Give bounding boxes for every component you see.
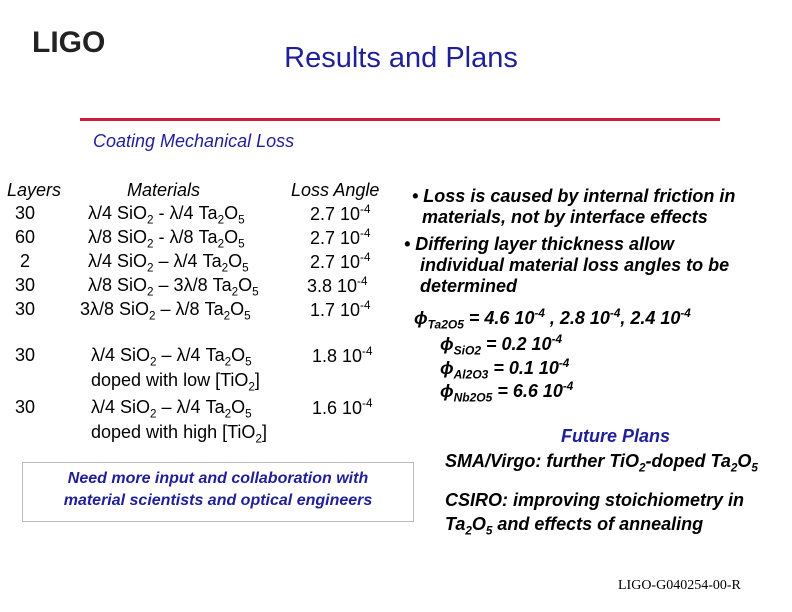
row-materials: λ/4 SiO2 – λ/4 Ta2O5 xyxy=(88,251,249,275)
phi-symbol: ϕ xyxy=(414,308,428,328)
doped-row-materials: λ/4 SiO2 – λ/4 Ta2O5 xyxy=(91,345,252,369)
doped-row-note: doped with low [TiO2] xyxy=(91,370,260,394)
future-sma-virgo: SMA/Virgo: further TiO2-doped Ta2O5 xyxy=(445,451,758,475)
row-layers: 30 xyxy=(14,203,36,223)
row-loss-angle: 2.7 10-4 xyxy=(310,227,371,248)
row-materials: λ/8 SiO2 - λ/8 Ta2O5 xyxy=(88,227,245,251)
bullet-thickness-line3: determined xyxy=(420,276,518,296)
doped-row-loss-angle: 1.6 10-4 xyxy=(312,397,373,418)
future-csiro-line1: CSIRO: improving stoichiometry in xyxy=(445,490,745,510)
row-layers: 60 xyxy=(14,227,36,247)
ligo-logo: LIGO xyxy=(30,22,112,59)
callout-line2: material scientists and optical engineer… xyxy=(63,492,373,509)
phi-row-sio2: ϕSiO2 = 0.2 10-4 xyxy=(440,333,562,358)
header-layers: Layers xyxy=(7,180,62,200)
row-loss-angle: 3.8 10-4 xyxy=(307,275,368,296)
row-layers: 30 xyxy=(14,275,36,295)
bullet-friction: • Loss is caused by internal friction in… xyxy=(412,186,735,228)
future-plans-heading: Future Plans xyxy=(561,426,671,446)
row-materials: λ/4 SiO2 - λ/4 Ta2O5 xyxy=(88,203,245,227)
bullet-thickness-line1: • Differing layer thickness allow xyxy=(404,234,675,254)
row-layers: 30 xyxy=(14,299,36,319)
doped-row-layers: 30 xyxy=(14,345,36,365)
row-loss-angle: 2.7 10-4 xyxy=(310,203,371,224)
page-title: Results and Plans xyxy=(284,42,518,74)
bullet-friction-line2: materials, not by interface effects xyxy=(422,207,708,227)
collaboration-callout: Need more input and collaboration with m… xyxy=(22,462,414,522)
phi-row-ta2o5: ϕTa2O5 = 4.6 10-4 , 2.8 10-4, 2.4 10-4 xyxy=(414,307,691,332)
row-loss-angle: 1.7 10-4 xyxy=(310,299,371,320)
phi-row-al2o3: ϕAl2O3 = 0.1 10-4 xyxy=(440,357,570,382)
row-materials: 3λ/8 SiO2 – λ/8 Ta2O5 xyxy=(80,299,251,323)
row-layers: 2 xyxy=(19,251,30,271)
title-divider xyxy=(80,118,720,121)
doped-row-materials: λ/4 SiO2 – λ/4 Ta2O5 xyxy=(91,397,252,421)
phi-row-nb2o5: ϕNb2O5 = 6.6 10-4 xyxy=(440,380,574,405)
header-materials: Materials xyxy=(127,180,201,200)
bullet-thickness: • Differing layer thickness allow indivi… xyxy=(404,234,729,297)
doped-row-note: doped with high [TiO2] xyxy=(91,422,267,446)
bullet-friction-line1: • Loss is caused by internal friction in xyxy=(412,186,736,206)
bullet-thickness-line2: individual material loss angles to be xyxy=(420,255,730,275)
future-csiro-line2: Ta2O5 and effects of annealing xyxy=(445,514,704,538)
doped-row-loss-angle: 1.8 10-4 xyxy=(312,345,373,366)
row-loss-angle: 2.7 10-4 xyxy=(310,251,371,272)
doped-row-layers: 30 xyxy=(14,397,36,417)
ligo-logo-text: LIGO xyxy=(32,26,105,58)
phi-symbol: ϕ xyxy=(440,381,454,401)
phi-symbol: ϕ xyxy=(440,334,454,354)
callout-line1: Need more input and collaboration with xyxy=(67,470,369,487)
phi-symbol: ϕ xyxy=(440,358,454,378)
header-loss-angle: Loss Angle xyxy=(291,180,380,200)
document-id: LIGO-G040254-00-R xyxy=(618,578,741,593)
row-materials: λ/8 SiO2 – 3λ/8 Ta2O5 xyxy=(88,275,259,299)
section-subtitle: Coating Mechanical Loss xyxy=(93,131,295,151)
